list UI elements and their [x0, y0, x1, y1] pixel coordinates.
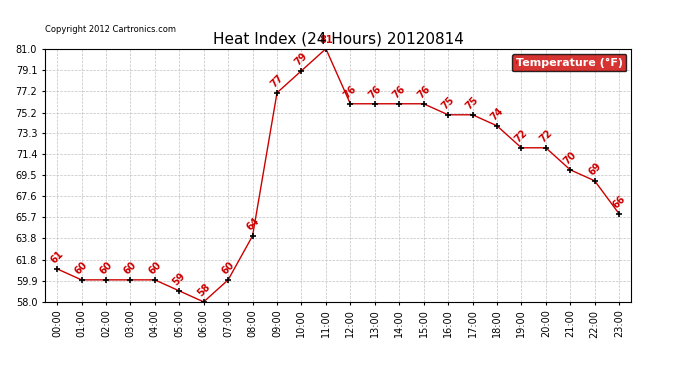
Text: 60: 60 [122, 260, 139, 277]
Text: 72: 72 [513, 128, 530, 144]
Text: 60: 60 [73, 260, 90, 277]
Text: 59: 59 [171, 271, 188, 288]
Text: 70: 70 [562, 150, 578, 166]
Text: 66: 66 [611, 194, 627, 210]
Text: 75: 75 [464, 95, 481, 111]
Text: 79: 79 [293, 51, 310, 68]
Text: 72: 72 [538, 128, 554, 144]
Text: 76: 76 [391, 84, 408, 100]
Text: 76: 76 [366, 84, 383, 100]
Text: 76: 76 [342, 84, 359, 100]
Text: 61: 61 [49, 249, 66, 266]
Text: 60: 60 [146, 260, 163, 277]
Legend: Temperature (°F): Temperature (°F) [512, 54, 627, 72]
Text: 58: 58 [195, 282, 212, 298]
Text: 69: 69 [586, 161, 603, 177]
Text: 60: 60 [220, 260, 237, 277]
Text: 77: 77 [268, 73, 285, 90]
Text: 76: 76 [415, 84, 432, 100]
Text: 74: 74 [489, 106, 505, 123]
Title: Heat Index (24 Hours) 20120814: Heat Index (24 Hours) 20120814 [213, 31, 464, 46]
Text: Copyright 2012 Cartronics.com: Copyright 2012 Cartronics.com [45, 25, 176, 34]
Text: 60: 60 [98, 260, 115, 277]
Text: 75: 75 [440, 95, 456, 111]
Text: 81: 81 [319, 36, 333, 45]
Text: 64: 64 [244, 216, 261, 232]
